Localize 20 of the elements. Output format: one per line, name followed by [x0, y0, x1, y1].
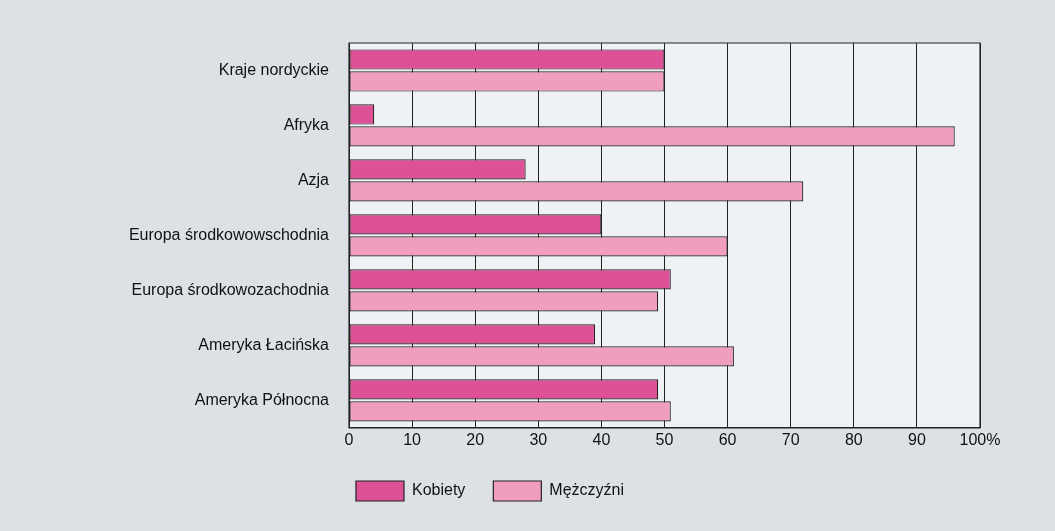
- y-tick-label: Ameryka Łacińska: [198, 335, 330, 353]
- legend-label: Kobiety: [411, 481, 466, 499]
- x-tick-label: 80: [844, 430, 863, 448]
- x-tick-label: 90: [908, 430, 926, 448]
- x-tick-label: 20: [466, 430, 485, 448]
- x-tick-label: 70: [781, 430, 800, 448]
- x-tick-label: 10: [403, 430, 422, 448]
- y-tick-label: Europa środkowowschodnia: [128, 225, 330, 243]
- legend-label: Mężczyźni: [549, 481, 625, 499]
- x-tick-label: 50: [655, 430, 674, 448]
- x-tick-label: 40: [592, 430, 611, 448]
- x-tick-label: 30: [529, 430, 548, 448]
- x-tick-label: 100%: [959, 430, 1001, 448]
- y-tick-label: Europa środkowozachodnia: [131, 280, 330, 298]
- y-tick-label: Ameryka Północna: [194, 390, 330, 408]
- x-tick-label: 60: [718, 430, 737, 448]
- y-tick-label: Afryka: [283, 115, 330, 133]
- y-tick-label: Azja: [297, 170, 330, 188]
- x-tick-label: 0: [344, 430, 354, 448]
- y-tick-label: Kraje nordyckie: [218, 60, 330, 78]
